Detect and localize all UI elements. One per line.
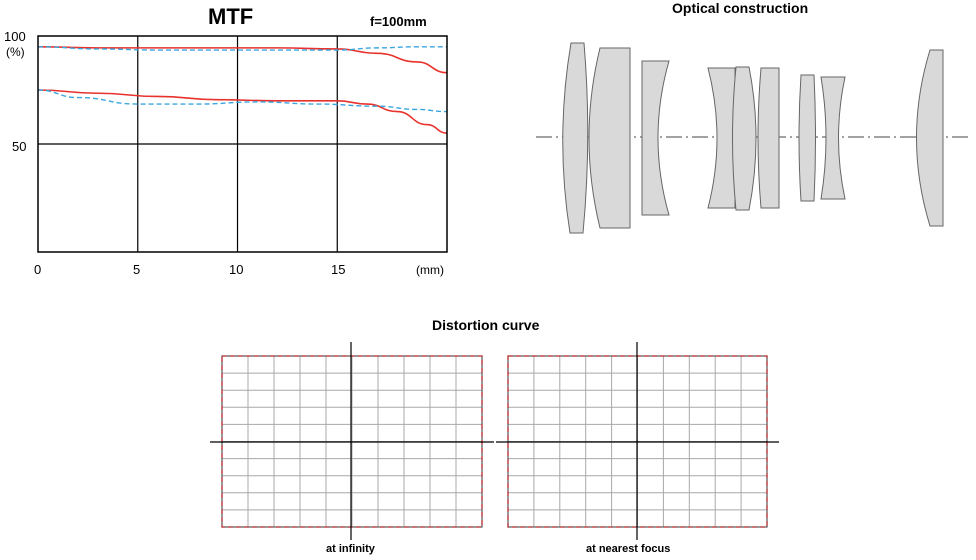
- distortion-diagram: [210, 342, 779, 540]
- lens-element-1: [562, 42, 589, 234]
- lens-element-5: [732, 66, 757, 211]
- mtf-series: [37, 46, 448, 134]
- x-tick-15: 15: [331, 262, 345, 277]
- y-tick-100: 100: [4, 29, 26, 44]
- lens-element-9: [916, 49, 944, 227]
- lens-element-4: [707, 67, 736, 209]
- optical-construction-diagram: [536, 42, 972, 234]
- mtf-series-4: [37, 89, 448, 113]
- x-tick-10: 10: [229, 262, 243, 277]
- mtf-frame: [37, 35, 448, 253]
- caption-at-nearest-focus: at nearest focus: [586, 543, 671, 555]
- y-unit-label: (%): [6, 45, 25, 59]
- lens-element-3: [641, 60, 670, 216]
- caption-at-infinity: at infinity: [326, 543, 375, 555]
- lens-element-6: [757, 67, 780, 209]
- lens-element-7: [798, 74, 816, 202]
- mtf-series-1: [37, 46, 448, 74]
- optical-construction-title: Optical construction: [672, 0, 809, 16]
- lens-element-8: [820, 76, 846, 200]
- lens-element-2: [588, 47, 631, 229]
- mtf-series-3: [37, 89, 448, 134]
- distortion-title: Distortion curve: [432, 317, 540, 333]
- y-tick-50: 50: [12, 139, 26, 154]
- x-tick-5: 5: [133, 262, 140, 277]
- distortion-panel-nearest: [496, 342, 779, 540]
- mtf-chart: 100 (%) 50 0 5 10 15 (mm): [4, 29, 448, 277]
- distortion-panel-infinity: [210, 342, 494, 540]
- x-tick-0: 0: [34, 262, 41, 277]
- x-unit-label: (mm): [416, 263, 444, 277]
- mtf-grid: [38, 36, 447, 252]
- focal-length-label: f=100mm: [370, 14, 427, 29]
- mtf-title: MTF: [208, 4, 254, 29]
